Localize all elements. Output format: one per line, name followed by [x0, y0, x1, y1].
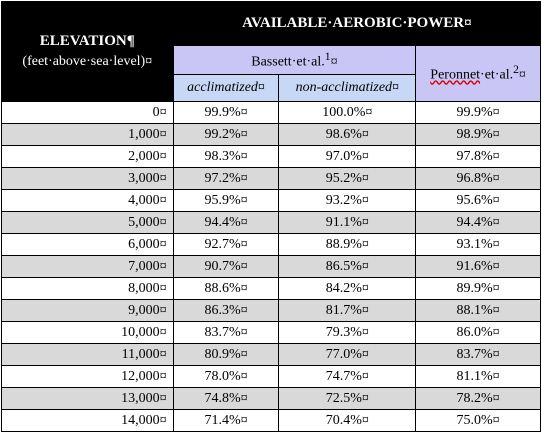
acclimatized-cell: 86.3%¤ — [172, 299, 280, 322]
table-row: 4,000¤ 95.9%¤ 93.2%¤ 95.6%¤ — [1, 189, 541, 212]
table-row: 8,000¤ 88.6%¤ 84.2%¤ 89.9%¤ — [1, 277, 541, 300]
non-acclimatized-cell: 88.9%¤ — [278, 233, 417, 256]
elevation-cell: 14,000¤ — [1, 409, 174, 432]
table-row: 0¤ 99.9%¤ 100.0%¤ 99.9%¤ — [1, 101, 541, 124]
peronnet-cell: 88.1%¤ — [415, 299, 541, 322]
elevation-cell: 5,000¤ — [1, 211, 174, 234]
peronnet-cell: 97.8%¤ — [415, 145, 541, 168]
elevation-cell: 1,000¤ — [1, 123, 174, 146]
peronnet-header: Peronnet·et·al.2¤ — [415, 45, 541, 102]
table-row: 1,000¤ 99.2%¤ 98.6%¤ 98.9%¤ — [1, 123, 541, 146]
table-row: 2,000¤ 98.3%¤ 97.0%¤ 97.8%¤ — [1, 145, 541, 168]
acclimatized-cell: 80.9%¤ — [172, 343, 280, 366]
non-acclimatized-cell: 93.2%¤ — [278, 189, 417, 212]
elevation-cell: 13,000¤ — [1, 387, 174, 410]
acclimatized-cell: 83.7%¤ — [172, 321, 280, 344]
cell-mark: ¤ — [518, 67, 526, 83]
non-acclimatized-header: non-acclimatized¤ — [278, 74, 417, 102]
elevation-cell: 6,000¤ — [1, 233, 174, 256]
peronnet-cell: 99.9%¤ — [415, 101, 541, 124]
acclimatized-cell: 90.7%¤ — [172, 255, 280, 278]
acclimatized-cell: 78.0%¤ — [172, 365, 280, 388]
elevation-cell: 0¤ — [1, 101, 174, 124]
elevation-cell: 7,000¤ — [1, 255, 174, 278]
acclimatized-cell: 71.4%¤ — [172, 409, 280, 432]
source-name-rest: ·et·al. — [480, 67, 514, 83]
non-acclimatized-cell: 77.0%¤ — [278, 343, 417, 366]
footnote-ref: 1 — [324, 49, 331, 63]
non-acclimatized-cell: 79.3%¤ — [278, 321, 417, 344]
acclimatized-header: acclimatized¤ — [172, 74, 280, 102]
elevation-cell: 2,000¤ — [1, 145, 174, 168]
table-row: 12,000¤ 78.0%¤ 74.7%¤ 81.1%¤ — [1, 365, 541, 388]
elevation-cell: 11,000¤ — [1, 343, 174, 366]
non-acclimatized-cell: 70.4%¤ — [278, 409, 417, 432]
acclimatized-cell: 99.9%¤ — [172, 101, 280, 124]
table-row: 14,000¤ 71.4%¤ 70.4%¤ 75.0%¤ — [1, 409, 541, 432]
elevation-header: ELEVATION¶ (feet·above·sea·level)¤ — [1, 1, 174, 102]
acclimatized-cell: 97.2%¤ — [172, 167, 280, 190]
bassett-header: Bassett·et·al.1¤ — [172, 45, 417, 75]
table-row: 3,000¤ 97.2%¤ 95.2%¤ 96.8%¤ — [1, 167, 541, 190]
elevation-cell: 12,000¤ — [1, 365, 174, 388]
table-row: 9,000¤ 86.3%¤ 81.7%¤ 88.1%¤ — [1, 299, 541, 322]
cell-mark: ¤ — [330, 54, 338, 70]
peronnet-cell: 96.8%¤ — [415, 167, 541, 190]
footnote-ref: 2 — [513, 63, 519, 77]
elevation-cell: 9,000¤ — [1, 299, 174, 322]
non-acclimatized-cell: 72.5%¤ — [278, 387, 417, 410]
non-acclimatized-cell: 97.0%¤ — [278, 145, 417, 168]
non-acclimatized-cell: 98.6%¤ — [278, 123, 417, 146]
table-row: 7,000¤ 90.7%¤ 86.5%¤ 91.6%¤ — [1, 255, 541, 278]
acclimatized-cell: 74.8%¤ — [172, 387, 280, 410]
non-acclimatized-cell: 74.7%¤ — [278, 365, 417, 388]
source-name: Peronnet — [430, 67, 481, 83]
acclimatized-cell: 92.7%¤ — [172, 233, 280, 256]
non-acclimatized-cell: 81.7%¤ — [278, 299, 417, 322]
table-row: 6,000¤ 92.7%¤ 88.9%¤ 93.1%¤ — [1, 233, 541, 256]
elevation-cell: 10,000¤ — [1, 321, 174, 344]
peronnet-cell: 83.7%¤ — [415, 343, 541, 366]
acclimatized-cell: 94.4%¤ — [172, 211, 280, 234]
elevation-cell: 3,000¤ — [1, 167, 174, 190]
acclimatized-cell: 95.9%¤ — [172, 189, 280, 212]
non-acclimatized-cell: 91.1%¤ — [278, 211, 417, 234]
table-row: 5,000¤ 94.4%¤ 91.1%¤ 94.4%¤ — [1, 211, 541, 234]
elevation-label: ELEVATION¶ — [39, 33, 135, 49]
peronnet-cell: 78.2%¤ — [415, 387, 541, 410]
table-row: 13,000¤ 74.8%¤ 72.5%¤ 78.2%¤ — [1, 387, 541, 410]
peronnet-cell: 94.4%¤ — [415, 211, 541, 234]
peronnet-cell: 98.9%¤ — [415, 123, 541, 146]
elevation-unit: (feet·above·sea·level)¤ — [22, 54, 153, 69]
peronnet-cell: 91.6%¤ — [415, 255, 541, 278]
table-row: 10,000¤ 83.7%¤ 79.3%¤ 86.0%¤ — [1, 321, 541, 344]
peronnet-cell: 93.1%¤ — [415, 233, 541, 256]
acclimatized-cell: 98.3%¤ — [172, 145, 280, 168]
elevation-cell: 4,000¤ — [1, 189, 174, 212]
non-acclimatized-cell: 100.0%¤ — [278, 101, 417, 124]
peronnet-cell: 75.0%¤ — [415, 409, 541, 432]
acclimatized-cell: 99.2%¤ — [172, 123, 280, 146]
elevation-cell: 8,000¤ — [1, 277, 174, 300]
peronnet-cell: 86.0%¤ — [415, 321, 541, 344]
non-acclimatized-cell: 84.2%¤ — [278, 277, 417, 300]
non-acclimatized-cell: 95.2%¤ — [278, 167, 417, 190]
source-name: Bassett·et·al. — [251, 54, 325, 70]
non-acclimatized-cell: 86.5%¤ — [278, 255, 417, 278]
table-row: 11,000¤ 80.9%¤ 77.0%¤ 83.7%¤ — [1, 343, 541, 366]
acclimatized-cell: 88.6%¤ — [172, 277, 280, 300]
power-header: AVAILABLE·AEROBIC·POWER¤ — [172, 1, 542, 46]
peronnet-cell: 95.6%¤ — [415, 189, 541, 212]
peronnet-cell: 89.9%¤ — [415, 277, 541, 300]
peronnet-cell: 81.1%¤ — [415, 365, 541, 388]
